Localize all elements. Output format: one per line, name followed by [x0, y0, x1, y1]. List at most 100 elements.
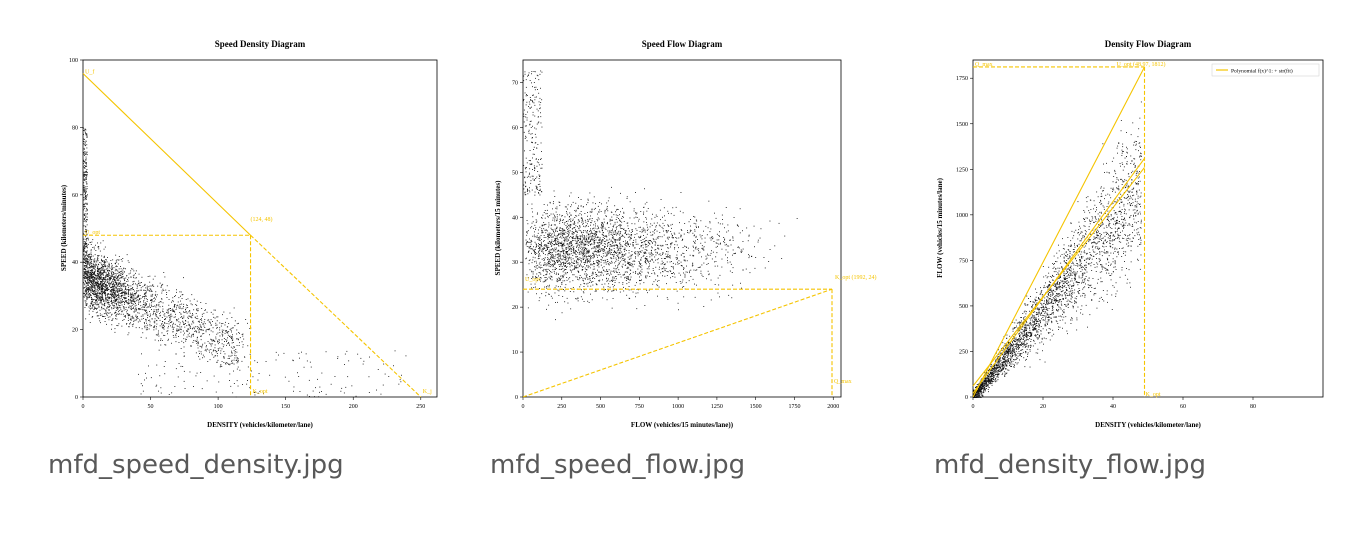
- scatter-point: [83, 159, 84, 161]
- scatter-point: [183, 323, 185, 325]
- scatter-point: [554, 216, 556, 217]
- scatter-point: [134, 294, 136, 296]
- scatter-point: [532, 256, 534, 258]
- scatter-point: [629, 239, 631, 241]
- scatter-point: [235, 349, 237, 350]
- scatter-point: [541, 243, 542, 245]
- scatter-point: [234, 320, 236, 322]
- scatter-point: [584, 252, 586, 254]
- scatter-point: [246, 383, 248, 385]
- scatter-point: [174, 316, 176, 318]
- y-axis-label: SPEED (kilometers/minutes): [60, 184, 68, 271]
- scatter-point: [151, 309, 152, 310]
- thumbnail-speed-flow[interactable]: Speed Flow Diagram K_opt (1992, 24)U_opt…: [490, 0, 930, 440]
- scatter-point: [221, 331, 223, 332]
- scatter-point: [119, 302, 121, 304]
- scatter-point: [214, 347, 216, 349]
- scatter-point: [599, 209, 601, 211]
- scatter-point: [538, 248, 540, 249]
- scatter-point: [105, 300, 107, 302]
- scatter-point: [89, 293, 91, 295]
- scatter-point: [107, 275, 108, 277]
- scatter-point: [572, 249, 574, 250]
- scatter-point: [668, 247, 670, 249]
- scatter-point: [586, 225, 587, 227]
- scatter-point: [234, 354, 236, 356]
- scatter-point: [86, 258, 88, 259]
- scatter-point: [89, 253, 91, 255]
- scatter-point: [569, 256, 570, 258]
- scatter-point: [123, 308, 125, 309]
- scatter-point: [590, 285, 592, 287]
- scatter-point: [176, 329, 178, 331]
- file-card-speed-flow[interactable]: Speed Flow Diagram K_opt (1992, 24) U_opt…: [490, 0, 930, 539]
- scatter-point: [91, 274, 93, 276]
- scatter-point: [622, 263, 624, 265]
- scatter-point: [579, 238, 581, 240]
- scatter-point: [142, 286, 144, 288]
- scatter-point: [535, 254, 536, 255]
- scatter-point: [130, 306, 132, 307]
- scatter-point: [86, 147, 88, 149]
- scatter-point: [580, 260, 582, 262]
- scatter-point: [168, 323, 170, 325]
- scatter-point: [611, 279, 613, 281]
- y-tick-label: 100: [69, 58, 78, 64]
- scatter-point: [625, 242, 627, 244]
- scatter-point: [733, 253, 735, 255]
- scatter-point: [247, 380, 248, 381]
- scatter-point: [552, 252, 553, 254]
- scatter-point: [100, 278, 101, 280]
- scatter-point: [167, 310, 169, 312]
- scatter-point: [675, 206, 677, 208]
- scatter-point: [526, 274, 528, 276]
- scatter-point: [131, 308, 133, 310]
- scatter-point: [554, 247, 556, 249]
- scatter-point: [581, 246, 583, 248]
- scatter-point: [583, 225, 584, 227]
- scatter-point: [611, 235, 613, 236]
- scatter-point: [99, 286, 101, 288]
- thumbnail-speed-density[interactable]: Speed Density Diagram (124, 48)U_fK_jU_o…: [48, 0, 488, 440]
- scatter-point: [247, 366, 249, 368]
- scatter-point: [86, 262, 88, 264]
- scatter-point: [173, 336, 175, 338]
- scatter-point: [594, 236, 596, 238]
- scatter-point: [695, 269, 697, 271]
- scatter-point: [534, 266, 535, 268]
- scatter-point: [238, 332, 240, 333]
- scatter-point: [86, 266, 88, 268]
- scatter-point: [112, 292, 114, 294]
- scatter-point: [217, 340, 218, 342]
- scatter-point: [100, 302, 102, 304]
- scatter-point: [689, 254, 691, 256]
- scatter-point: [187, 316, 189, 318]
- scatter-point: [647, 292, 648, 294]
- scatter-point: [607, 250, 609, 252]
- scatter-point: [553, 234, 555, 236]
- scatter-point: [85, 181, 87, 183]
- scatter-point: [94, 290, 96, 292]
- scatter-point: [576, 230, 578, 232]
- scatter-point: [587, 251, 589, 253]
- scatter-point: [225, 363, 227, 365]
- scatter-point: [564, 268, 566, 270]
- scatter-point: [694, 216, 696, 218]
- scatter-point: [622, 241, 624, 242]
- scatter-point: [629, 298, 631, 299]
- scatter-point: [545, 295, 547, 297]
- scatter-point: [113, 283, 115, 284]
- scatter-point: [586, 277, 588, 278]
- scatter-point: [100, 242, 102, 244]
- scatter-point: [229, 364, 231, 366]
- file-card-speed-density[interactable]: Speed Density Diagram (124, 48) U_f K_j U_o…: [48, 0, 488, 539]
- scatter-point: [237, 361, 239, 363]
- scatter-point: [544, 257, 546, 259]
- scatter-point: [545, 274, 547, 276]
- scatter-point: [128, 314, 129, 316]
- scatter-point: [723, 241, 724, 243]
- scatter-point: [133, 274, 135, 276]
- scatter-point: [85, 225, 87, 227]
- scatter-point: [106, 279, 108, 281]
- scatter-point: [601, 225, 603, 227]
